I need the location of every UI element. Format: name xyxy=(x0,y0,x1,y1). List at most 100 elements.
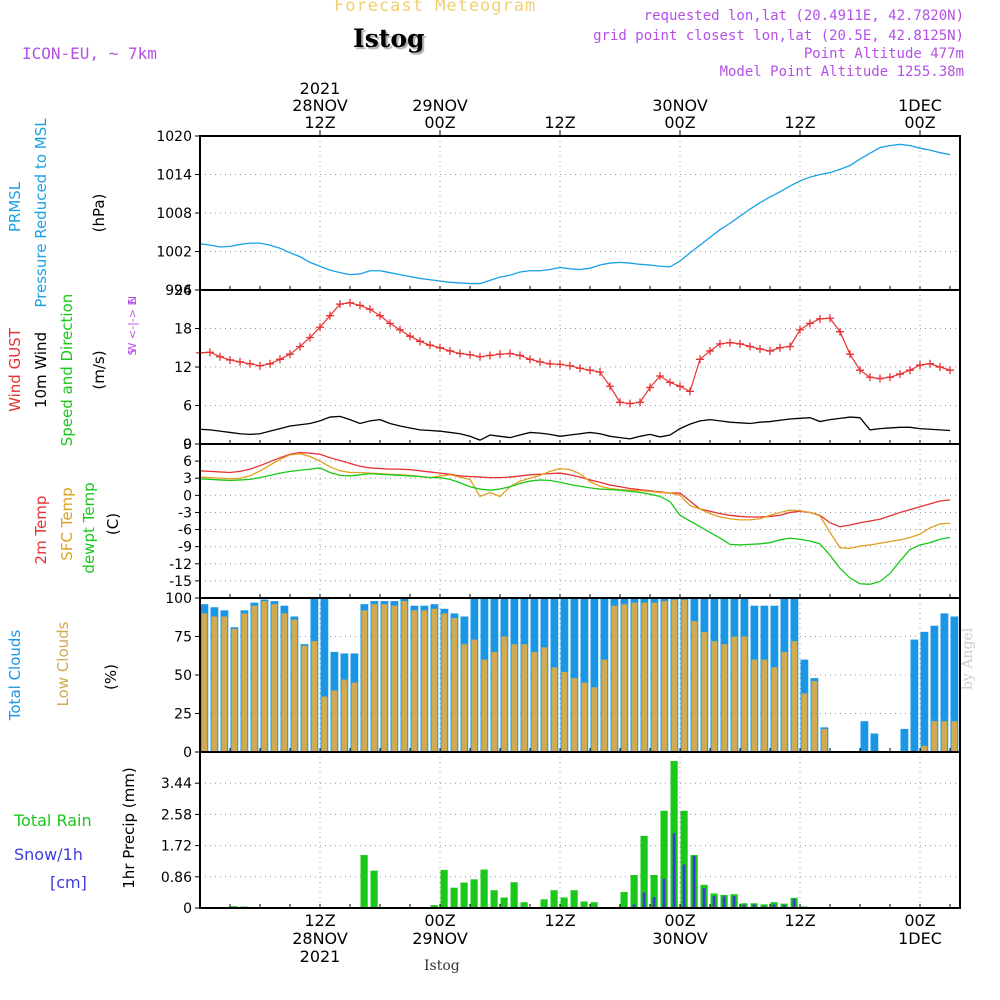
gust-marker xyxy=(596,368,604,377)
time-label-bottom: 30NOV xyxy=(652,929,708,948)
low-cloud-bar xyxy=(201,613,208,752)
gust-marker xyxy=(246,359,254,368)
gust-marker xyxy=(586,366,594,375)
gust-marker xyxy=(676,382,684,391)
y-tick-label: 0 xyxy=(183,488,192,504)
low-cloud-bar xyxy=(401,601,408,752)
gust-marker xyxy=(506,349,514,358)
gust-marker xyxy=(526,355,534,364)
low-cloud-bar xyxy=(301,645,308,752)
total-cloud-bar xyxy=(580,598,589,752)
gust-marker xyxy=(716,339,724,348)
gust-marker xyxy=(366,305,374,314)
y-tick-label: 75 xyxy=(174,630,192,646)
low-cloud-bar xyxy=(411,610,418,752)
low-cloud-bar xyxy=(701,631,708,752)
gust-marker xyxy=(906,366,914,375)
low-cloud-bar xyxy=(951,721,958,752)
gust-marker xyxy=(406,332,414,341)
low-cloud-bar xyxy=(231,628,238,752)
y-tick-label: 996 xyxy=(165,283,192,299)
snow-bar xyxy=(752,904,756,908)
low-cloud-bar xyxy=(311,641,318,752)
rain-bar xyxy=(460,882,468,908)
y-tick-label: 18 xyxy=(174,322,192,338)
time-label-top: 1DEC xyxy=(898,96,942,115)
gust-marker xyxy=(476,352,484,361)
time-label-top: 12Z xyxy=(304,113,335,132)
gust-marker xyxy=(846,350,854,359)
time-label-top: 2021 xyxy=(300,79,341,98)
low-cloud-bar xyxy=(921,745,928,752)
low-cloud-bar xyxy=(371,604,378,752)
rain-bar xyxy=(550,890,558,908)
low-cloud-bar xyxy=(471,639,478,752)
gust-marker xyxy=(936,363,944,371)
snow-bar xyxy=(782,905,786,908)
y-tick-label: 100 xyxy=(165,591,192,607)
low-cloud-bar xyxy=(501,636,508,752)
gust-marker xyxy=(696,355,704,364)
low-cloud-bar xyxy=(651,602,658,752)
low-cloud-bar xyxy=(691,621,698,752)
low-cloud-bar xyxy=(771,667,778,752)
rain-bar xyxy=(660,810,668,908)
low-cloud-bar xyxy=(271,604,278,752)
time-label-bottom: 28NOV xyxy=(292,929,348,948)
time-label-top: 28NOV xyxy=(292,96,348,115)
low-cloud-bar xyxy=(341,679,348,752)
total-cloud-bar xyxy=(590,598,599,752)
gust-marker xyxy=(216,352,224,361)
gust-marker xyxy=(206,348,214,357)
model-point-altitude: Model Point Altitude 1255.38m xyxy=(719,64,964,80)
gust-marker xyxy=(866,373,874,382)
low-cloud-bar xyxy=(491,651,498,752)
low-cloud-bar xyxy=(441,613,448,752)
wind-speed-line xyxy=(199,415,951,441)
low-cloud-bar xyxy=(331,690,338,752)
snow-bar xyxy=(712,896,716,908)
gust-marker xyxy=(806,319,814,328)
low-cloud-bar xyxy=(611,605,618,752)
snow-bar xyxy=(632,904,636,908)
time-label-top: 30NOV xyxy=(652,96,708,115)
total-cloud-bar xyxy=(930,625,939,752)
low-cloud-bar xyxy=(291,619,298,752)
hpa-unit-label: (hPa) xyxy=(90,194,108,233)
gust-marker xyxy=(876,374,884,383)
low-cloud-bar xyxy=(711,641,718,752)
low-cloud-bar xyxy=(741,636,748,752)
gust-marker xyxy=(646,383,654,392)
gust-marker xyxy=(336,300,344,309)
y-tick-label: 24 xyxy=(174,283,192,299)
snow-label: Snow/1h xyxy=(14,845,83,864)
total-cloud-bar xyxy=(920,631,929,752)
model-label: ICON-EU, ~ 7km xyxy=(22,44,157,63)
gust-marker xyxy=(786,342,794,351)
gust-marker xyxy=(226,355,234,364)
y-tick-label: 3.44 xyxy=(161,776,192,792)
y-tick-label: 1014 xyxy=(156,168,192,184)
forecast-title: Forecast Meteogram xyxy=(334,0,537,16)
total-rain-label: Total Rain xyxy=(13,811,92,830)
gust-marker xyxy=(666,378,674,387)
low-cloud-bar xyxy=(571,678,578,752)
low-cloud-bar xyxy=(521,644,528,752)
low-cloud-bar xyxy=(561,671,568,752)
gust-marker xyxy=(816,314,824,323)
snow-bar xyxy=(732,896,736,908)
gust-marker xyxy=(926,359,934,368)
gust-marker xyxy=(636,398,644,407)
low-cloud-bar xyxy=(241,613,248,752)
snow-bar xyxy=(672,833,676,908)
rain-bar xyxy=(620,892,628,908)
rain-bar xyxy=(510,882,518,908)
gust-marker xyxy=(706,346,714,355)
y-tick-label: 12 xyxy=(174,360,192,376)
low-cloud-bar xyxy=(641,602,648,752)
rain-bar xyxy=(360,855,368,908)
gust-marker xyxy=(776,343,784,352)
gust-marker xyxy=(436,343,444,352)
total-cloud-bar xyxy=(940,613,949,752)
